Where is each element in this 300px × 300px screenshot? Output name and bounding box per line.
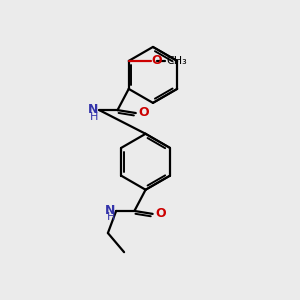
Text: N: N — [105, 204, 115, 217]
Text: H: H — [90, 112, 98, 122]
Text: H: H — [106, 212, 115, 222]
Text: O: O — [138, 106, 149, 119]
Text: CH₃: CH₃ — [166, 56, 187, 66]
Text: O: O — [155, 207, 166, 220]
Text: N: N — [88, 103, 98, 116]
Text: O: O — [152, 54, 162, 68]
